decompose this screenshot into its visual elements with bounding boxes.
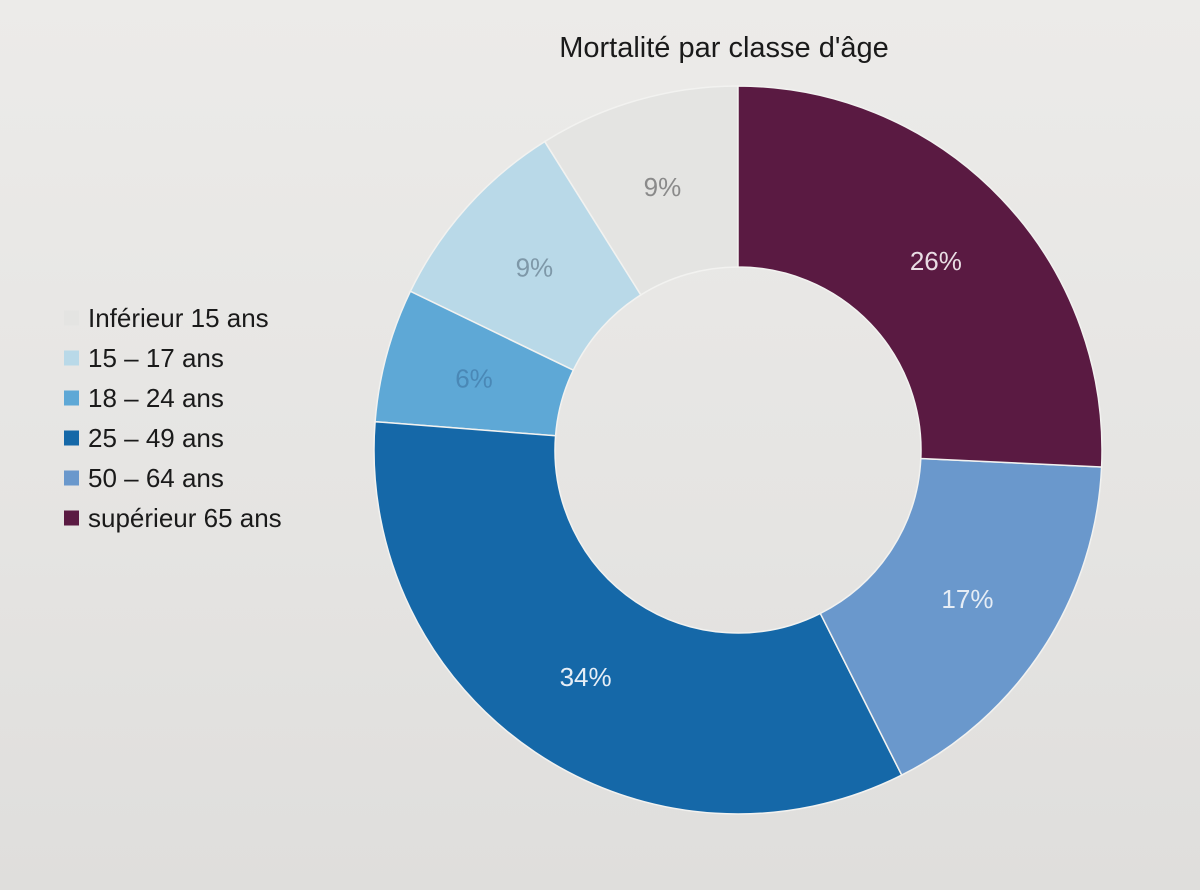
legend-swatch-3 bbox=[64, 390, 79, 406]
legend-swatch-4 bbox=[64, 430, 79, 446]
legend-label-1: Inférieur 15 ans bbox=[88, 303, 269, 333]
legend-swatch-5 bbox=[64, 470, 79, 486]
legend-swatch-2 bbox=[64, 350, 79, 366]
slice-label-6: 26% bbox=[910, 246, 962, 276]
legend-swatch-1 bbox=[64, 310, 79, 326]
legend-label-2: 15 – 17 ans bbox=[88, 343, 224, 373]
slice-label-1: 9% bbox=[644, 172, 682, 202]
legend-swatch-6 bbox=[64, 510, 79, 526]
legend-label-3: 18 – 24 ans bbox=[88, 383, 224, 413]
slice-label-3: 6% bbox=[455, 364, 493, 394]
donut-slices bbox=[373, 85, 1103, 815]
slice-label-2: 9% bbox=[516, 252, 554, 282]
donut-slice-5 bbox=[819, 457, 1103, 777]
slice-label-4: 34% bbox=[560, 662, 612, 692]
legend-label-6: supérieur 65 ans bbox=[88, 503, 282, 533]
donut-slice-4 bbox=[373, 420, 903, 815]
legend: Inférieur 15 ans 15 – 17 ans 18 – 24 ans 25… bbox=[64, 303, 282, 533]
slice-labels: 9% 9% 6% 34% 17% 26% bbox=[455, 172, 993, 692]
legend-label-4: 25 – 49 ans bbox=[88, 423, 224, 453]
legend-label-5: 50 – 64 ans bbox=[88, 463, 224, 493]
donut-slice-6 bbox=[737, 85, 1103, 468]
slice-label-5: 17% bbox=[941, 584, 993, 614]
chart-title: Mortalité par classe d'âge bbox=[559, 32, 889, 64]
